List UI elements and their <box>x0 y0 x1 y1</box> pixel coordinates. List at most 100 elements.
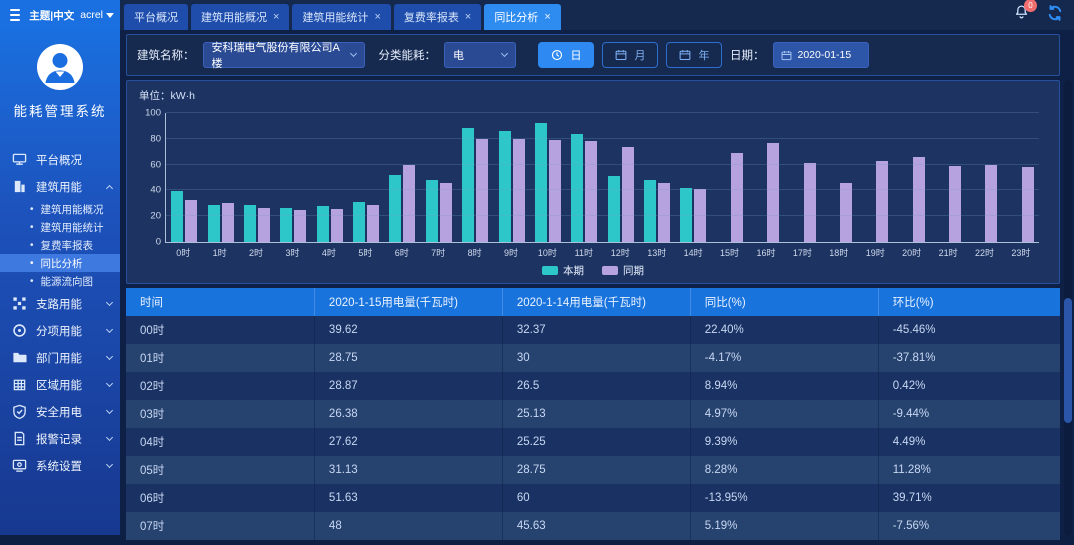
tab[interactable]: 建筑用能统计× <box>292 4 390 30</box>
bar-group <box>1003 113 1039 242</box>
scrollbar-thumb[interactable] <box>1064 298 1072 423</box>
sidebar-item[interactable]: 区域用能 <box>0 371 120 398</box>
refresh-icon[interactable] <box>1046 4 1064 27</box>
bar-同期 <box>876 161 888 242</box>
table-cell: 07时 <box>126 512 314 540</box>
bar-group <box>348 113 384 242</box>
tab-close-icon[interactable]: × <box>374 12 380 23</box>
bar-同期 <box>767 143 779 242</box>
x-axis-tick-label: 2时 <box>238 246 274 259</box>
sidebar-subitem[interactable]: •建筑用能概况 <box>0 200 120 218</box>
bar-同期 <box>913 157 925 242</box>
theme-language-label[interactable]: 主题|中文 <box>29 8 74 23</box>
table-cell: 26.38 <box>314 400 502 428</box>
sidebar-item[interactable]: 报警记录 <box>0 425 120 452</box>
period-button-年[interactable]: 年 <box>666 42 722 68</box>
bar-group <box>457 113 493 242</box>
bar-group <box>748 113 784 242</box>
sidebar-item[interactable]: 平台概况 <box>0 146 120 173</box>
date-label: 日期： <box>730 47 765 63</box>
bar-同期 <box>549 140 561 242</box>
energy-type-select[interactable]: 电 <box>444 42 516 68</box>
bar-group <box>530 113 566 242</box>
sidebar-subitem[interactable]: •建筑用能统计 <box>0 218 120 236</box>
period-button-日[interactable]: 日 <box>538 42 594 68</box>
sidebar-item-label: 建筑用能 <box>36 179 82 195</box>
tab-bar: 平台概况建筑用能概况×建筑用能统计×复费率报表×同比分析× <box>120 0 564 30</box>
bar-group <box>275 113 311 242</box>
table-cell: 48 <box>314 512 502 540</box>
topbar-left: 主题|中文 acrel <box>0 0 120 30</box>
table-cell: 4.97% <box>690 400 878 428</box>
tab-close-icon[interactable]: × <box>273 12 279 23</box>
x-axis-tick-label: 22时 <box>966 246 1002 259</box>
table-cell: 26.5 <box>502 372 690 400</box>
table-header-cell: 2020-1-14用电量(千瓦时) <box>502 288 690 316</box>
legend-swatch <box>542 266 558 275</box>
bar-同期 <box>804 163 816 242</box>
tab-close-icon[interactable]: × <box>465 12 471 23</box>
table-cell: 03时 <box>126 400 314 428</box>
sidebar-item[interactable]: 支路用能 <box>0 290 120 317</box>
user-menu[interactable]: acrel <box>80 9 114 21</box>
topbar-icons: 0 <box>1013 0 1064 30</box>
tab[interactable]: 同比分析× <box>484 4 560 30</box>
building-select[interactable]: 安科瑞电气股份有限公司A楼 <box>203 42 365 68</box>
bullet-icon: • <box>30 204 34 215</box>
date-picker[interactable]: 2020-01-15 <box>773 42 869 68</box>
bar-同期 <box>440 183 452 242</box>
tab-close-icon[interactable]: × <box>544 12 550 23</box>
hamburger-menu-icon[interactable] <box>10 9 20 21</box>
bar-同期 <box>222 203 234 242</box>
bullet-icon: • <box>30 258 34 269</box>
tab[interactable]: 平台概况 <box>124 4 188 30</box>
bar-group <box>712 113 748 242</box>
table-cell: 9.39% <box>690 428 878 456</box>
date-value: 2020-01-15 <box>798 49 852 61</box>
sidebar-item[interactable]: 系统设置 <box>0 452 120 479</box>
tab[interactable]: 建筑用能概况× <box>191 4 289 30</box>
building-icon <box>12 179 27 194</box>
table-cell: 25.25 <box>502 428 690 456</box>
chevron-down-icon <box>106 299 113 306</box>
bar-同期 <box>840 183 852 242</box>
sidebar-item[interactable]: 安全用电 <box>0 398 120 425</box>
sidebar-subitem[interactable]: •能源流向图 <box>0 272 120 290</box>
tab-label: 平台概况 <box>134 9 178 25</box>
notification-bell-icon[interactable]: 0 <box>1013 4 1030 26</box>
bar-本期 <box>535 123 547 242</box>
bar-本期 <box>280 208 292 242</box>
calendar-icon <box>679 49 691 61</box>
sidebar-item[interactable]: 分项用能 <box>0 317 120 344</box>
legend-item-本期[interactable]: 本期 <box>542 263 584 278</box>
bar-group <box>930 113 966 242</box>
x-axis-tick-label: 18时 <box>821 246 857 259</box>
bar-本期 <box>462 128 474 242</box>
tab[interactable]: 复费率报表× <box>394 4 481 30</box>
bar-同期 <box>585 141 597 242</box>
period-button-月[interactable]: 月 <box>602 42 658 68</box>
table-cell: 22.40% <box>690 316 878 344</box>
sidebar-subitem[interactable]: •同比分析 <box>0 254 120 272</box>
table-cell: 27.62 <box>314 428 502 456</box>
period-buttons: 日月年 <box>538 42 722 68</box>
sidebar-item[interactable]: 建筑用能 <box>0 173 120 200</box>
table-cell: 00时 <box>126 316 314 344</box>
sidebar-item[interactable]: 部门用能 <box>0 344 120 371</box>
sidebar-subitem[interactable]: •复费率报表 <box>0 236 120 254</box>
x-axis-tick-label: 10时 <box>529 246 565 259</box>
x-axis-tick-label: 7时 <box>420 246 456 259</box>
region-icon <box>12 377 27 392</box>
legend-item-同期[interactable]: 同期 <box>602 263 644 278</box>
bar-同期 <box>367 205 379 242</box>
bar-本期 <box>317 206 329 242</box>
bar-group <box>603 113 639 242</box>
table-cell: 06时 <box>126 484 314 512</box>
chart-unit-label: 单位：kW·h <box>139 88 195 103</box>
